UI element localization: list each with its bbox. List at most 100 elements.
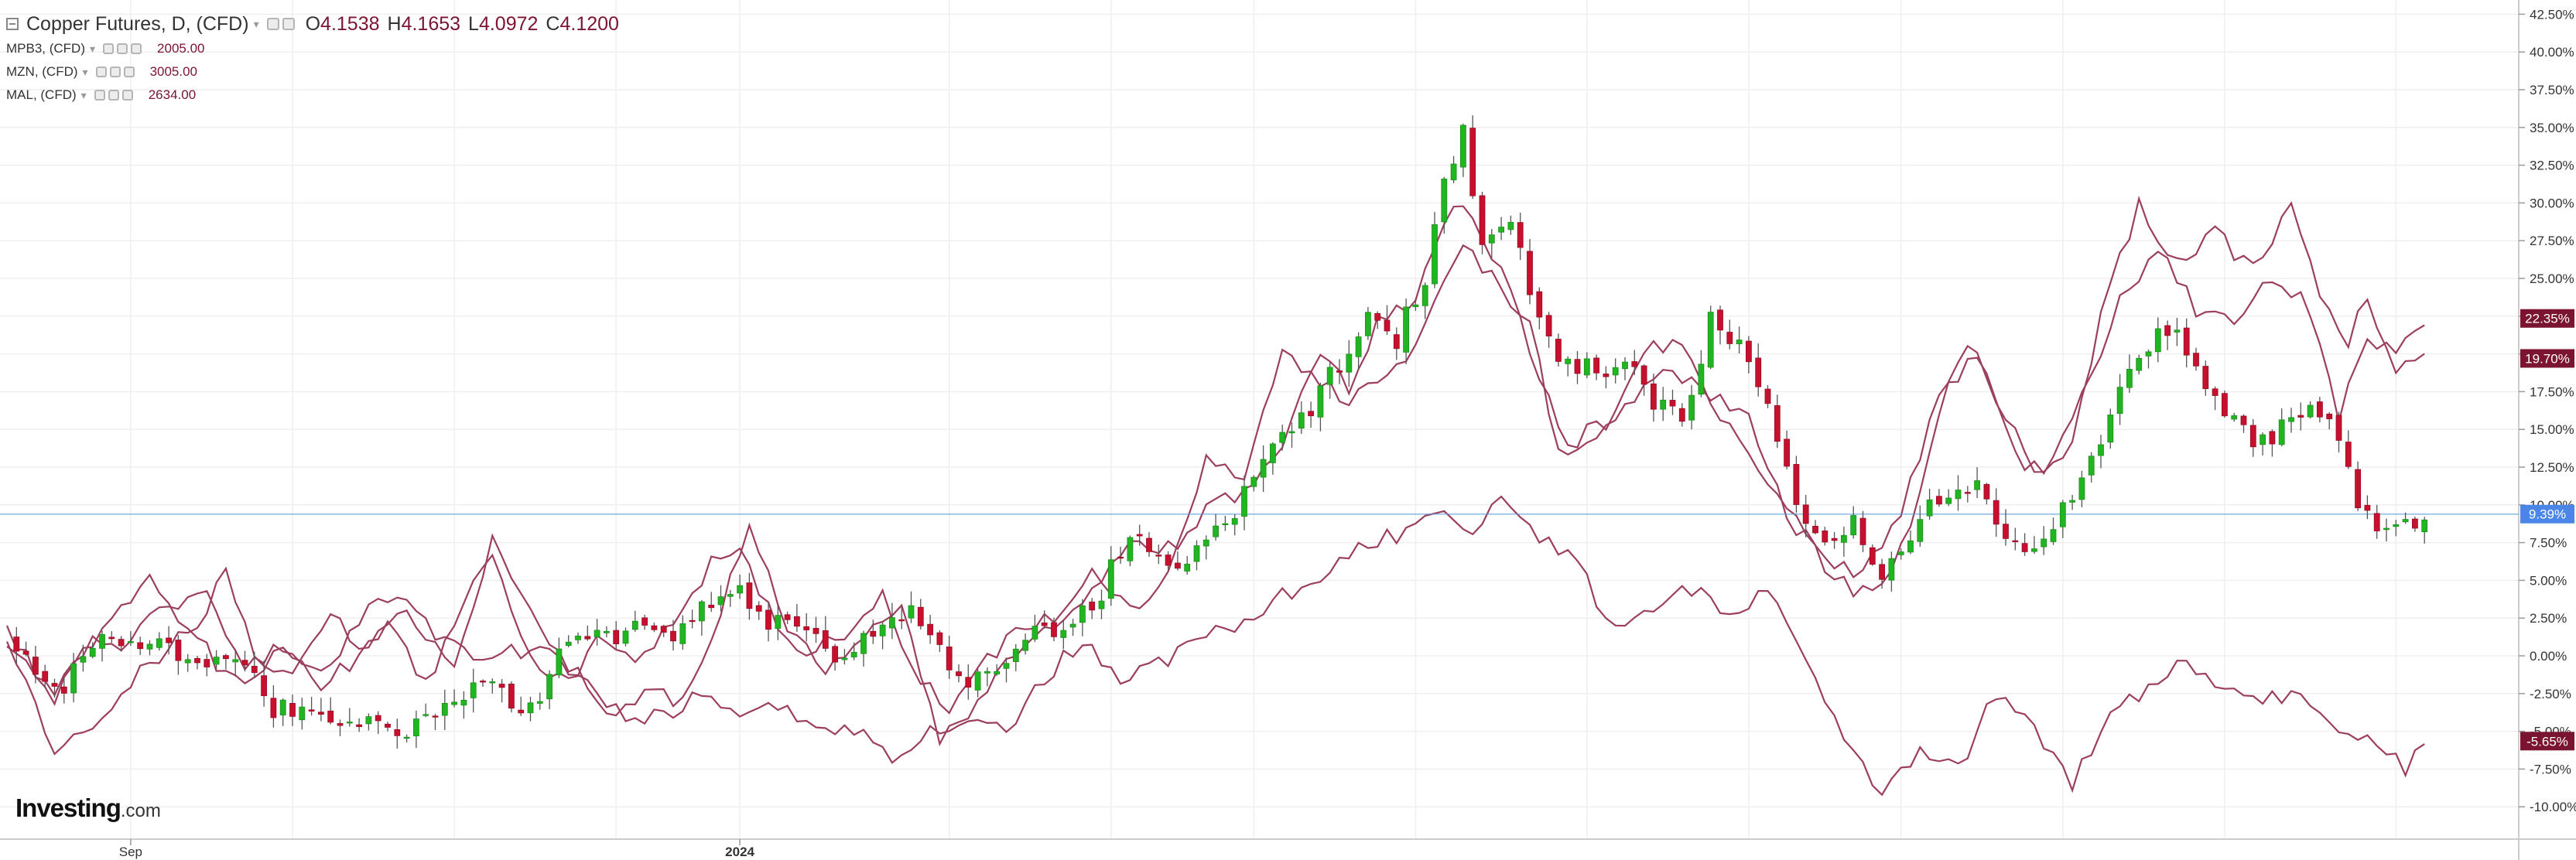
candle-down[interactable] bbox=[965, 677, 972, 688]
candle-up[interactable] bbox=[1231, 518, 1238, 525]
candle-down[interactable] bbox=[2221, 393, 2228, 417]
remove-icon[interactable] bbox=[123, 67, 135, 77]
candle-down[interactable] bbox=[1869, 547, 1876, 565]
candle-up[interactable] bbox=[232, 659, 239, 663]
candle-up[interactable] bbox=[279, 699, 286, 715]
candle-up[interactable] bbox=[80, 656, 87, 663]
candle-down[interactable] bbox=[2183, 327, 2190, 356]
candle-down[interactable] bbox=[651, 625, 658, 630]
candle-down[interactable] bbox=[870, 630, 877, 637]
series-dropdown-icon[interactable]: ▾ bbox=[80, 88, 87, 101]
candle-down[interactable] bbox=[832, 646, 838, 663]
candle-up[interactable] bbox=[1622, 361, 1628, 370]
candle-up[interactable] bbox=[604, 630, 610, 633]
candle-up[interactable] bbox=[2107, 415, 2114, 443]
candle-down[interactable] bbox=[194, 657, 200, 664]
candle-down[interactable] bbox=[356, 724, 363, 727]
candle-down[interactable] bbox=[1812, 525, 1818, 534]
comparison-line-mal[interactable] bbox=[5, 495, 2425, 797]
candle-down[interactable] bbox=[2326, 413, 2333, 419]
candle-up[interactable] bbox=[2402, 519, 2409, 523]
candle-up[interactable] bbox=[1060, 630, 1067, 638]
candle-down[interactable] bbox=[2269, 431, 2276, 445]
candle-down[interactable] bbox=[794, 616, 800, 627]
collapse-legend-icon[interactable] bbox=[6, 18, 19, 30]
candle-down[interactable] bbox=[289, 703, 296, 717]
candle-down[interactable] bbox=[1993, 500, 2000, 525]
candle-up[interactable] bbox=[2098, 444, 2104, 456]
candle-up[interactable] bbox=[2078, 477, 2085, 500]
candle-down[interactable] bbox=[2240, 415, 2247, 425]
candle-up[interactable] bbox=[860, 633, 867, 654]
settings-icon[interactable] bbox=[266, 18, 279, 30]
remove-icon[interactable] bbox=[131, 43, 142, 54]
candle-up[interactable] bbox=[1698, 363, 1705, 395]
candle-down[interactable] bbox=[1764, 388, 1771, 404]
candle-down[interactable] bbox=[1593, 357, 1600, 374]
candle-up[interactable] bbox=[1565, 358, 1572, 364]
candle-up[interactable] bbox=[2041, 538, 2047, 548]
candle-down[interactable] bbox=[1393, 334, 1400, 350]
candle-up[interactable] bbox=[1298, 412, 1305, 429]
candle-down[interactable] bbox=[480, 681, 486, 683]
candle-down[interactable] bbox=[1964, 492, 1971, 494]
candle-down[interactable] bbox=[270, 698, 277, 718]
legend-main-row[interactable]: Copper Futures, D, (CFD) ▾ O4.1538 H4.16… bbox=[6, 11, 619, 37]
candle-down[interactable] bbox=[2373, 513, 2380, 531]
candle-up[interactable] bbox=[213, 657, 220, 665]
candle-up[interactable] bbox=[2174, 329, 2181, 333]
candle-down[interactable] bbox=[927, 623, 933, 636]
candle-down[interactable] bbox=[317, 712, 324, 715]
candle-up[interactable] bbox=[1288, 431, 1295, 434]
candle-up[interactable] bbox=[994, 671, 1001, 675]
candle-down[interactable] bbox=[1831, 538, 1838, 541]
candle-up[interactable] bbox=[422, 714, 429, 716]
candle-up[interactable] bbox=[2260, 434, 2266, 445]
settings-icon[interactable] bbox=[94, 90, 105, 101]
candle-down[interactable] bbox=[784, 614, 791, 620]
candle-down[interactable] bbox=[175, 640, 182, 661]
candle-down[interactable] bbox=[51, 683, 58, 687]
candle-up[interactable] bbox=[299, 706, 306, 721]
candle-down[interactable] bbox=[2021, 543, 2028, 552]
candle-down[interactable] bbox=[222, 655, 229, 660]
candle-up[interactable] bbox=[451, 701, 457, 705]
candle-up[interactable] bbox=[2288, 417, 2294, 422]
candle-up[interactable] bbox=[1202, 539, 1209, 547]
visibility-icon[interactable] bbox=[108, 90, 119, 101]
candle-down[interactable] bbox=[1774, 405, 1781, 442]
candle-down[interactable] bbox=[1574, 359, 1581, 374]
candle-down[interactable] bbox=[1374, 312, 1381, 321]
candle-up[interactable] bbox=[889, 617, 895, 629]
candle-down[interactable] bbox=[946, 647, 953, 671]
candle-up[interactable] bbox=[1583, 358, 1590, 376]
candle-down[interactable] bbox=[2364, 504, 2371, 511]
candle-up[interactable] bbox=[908, 605, 915, 619]
series-name-mzn[interactable]: MZN, (CFD) bbox=[6, 64, 78, 79]
candle-up[interactable] bbox=[727, 594, 734, 597]
candle-down[interactable] bbox=[1308, 411, 1314, 417]
candle-up[interactable] bbox=[1945, 497, 1952, 504]
candle-up[interactable] bbox=[1098, 600, 1105, 609]
candle-up[interactable] bbox=[699, 601, 705, 622]
candle-up[interactable] bbox=[841, 657, 848, 660]
candle-down[interactable] bbox=[956, 671, 962, 677]
candle-up[interactable] bbox=[146, 643, 153, 650]
candle-down[interactable] bbox=[137, 642, 144, 650]
candle-up[interactable] bbox=[1955, 490, 1962, 500]
candle-down[interactable] bbox=[1755, 357, 1762, 387]
candle-up[interactable] bbox=[1421, 285, 1428, 306]
candle-up[interactable] bbox=[70, 663, 77, 694]
series-dropdown-icon[interactable]: ▾ bbox=[82, 65, 88, 78]
candle-up[interactable] bbox=[2421, 519, 2428, 533]
visibility-icon[interactable] bbox=[117, 43, 128, 54]
candle-down[interactable] bbox=[2335, 415, 2342, 441]
candle-up[interactable] bbox=[2030, 548, 2037, 552]
candle-down[interactable] bbox=[518, 709, 525, 714]
candle-up[interactable] bbox=[2069, 500, 2076, 503]
candle-down[interactable] bbox=[1479, 195, 1486, 245]
candle-up[interactable] bbox=[1736, 340, 1743, 345]
candle-down[interactable] bbox=[613, 630, 620, 644]
candle-up[interactable] bbox=[1250, 476, 1257, 487]
candle-up[interactable] bbox=[1012, 648, 1019, 663]
